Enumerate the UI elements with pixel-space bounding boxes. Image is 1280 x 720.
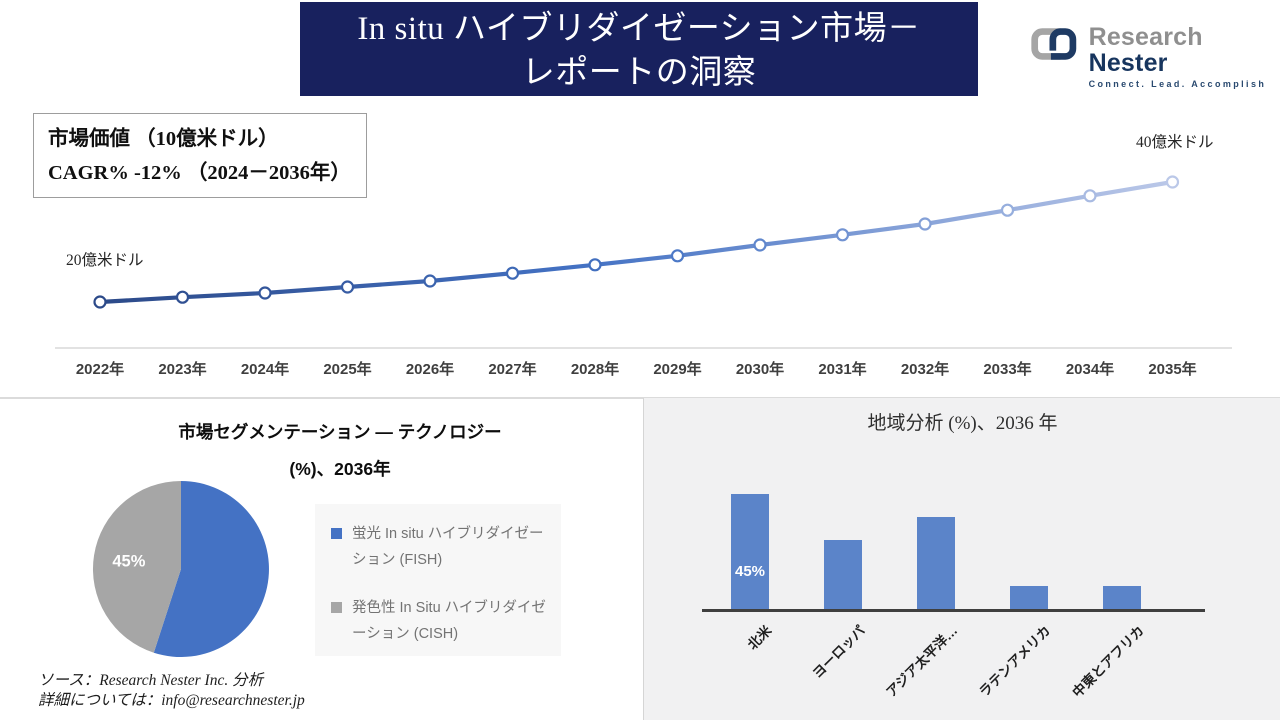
bar bbox=[917, 517, 955, 609]
logo-brackets-icon bbox=[1031, 28, 1077, 60]
x-axis-tick-label: 2033年 bbox=[983, 361, 1032, 378]
pie-slice bbox=[153, 481, 269, 657]
x-axis-tick-label: 2032年 bbox=[900, 361, 950, 378]
legend-item: 蛍光 In situ ハイブリダイゼーション (FISH) bbox=[331, 521, 547, 573]
x-axis-tick-label: 2025年 bbox=[323, 361, 372, 378]
x-axis-tick-label: 2030年 bbox=[735, 361, 785, 378]
pie-chart-title-line2: (%)、2036年 bbox=[289, 459, 391, 479]
legend-swatch-icon bbox=[331, 602, 342, 613]
logo-name: Research Nester bbox=[1089, 24, 1280, 76]
regional-analysis-panel: 地域分析 (%)、2036 年 45% 北米 ヨーロッパ アジア太平洋… ラテンアメリカ… bbox=[643, 398, 1280, 720]
logo-name-nester: Nester bbox=[1088, 49, 1168, 77]
research-nester-logo: Research Nester Connect. Lead. Accomplis… bbox=[1028, 24, 1280, 89]
x-axis-tick-label: 2029年 bbox=[653, 361, 702, 378]
line-data-point bbox=[175, 290, 190, 304]
bar-chart-title: 地域分析 (%)、2036 年 bbox=[867, 413, 1058, 434]
line-data-point bbox=[918, 217, 932, 231]
contact-line: 詳細については：info@researchnester.jp bbox=[38, 691, 305, 709]
report-title-line1: In situ ハイブリダイゼーション市場－ bbox=[357, 11, 921, 47]
line-data-point bbox=[753, 238, 767, 252]
x-axis-tick-label: 2031年 bbox=[818, 361, 867, 378]
report-title-banner: In situ ハイブリダイゼーション市場－ レポートの洞察 bbox=[300, 2, 978, 96]
line-data-point bbox=[340, 280, 355, 294]
line-data-point bbox=[1000, 203, 1015, 217]
pie-chart-legend: 蛍光 In situ ハイブリダイゼーション (FISH) 発色性 In Situ… bbox=[315, 504, 561, 656]
bar bbox=[1103, 586, 1141, 609]
line-data-point bbox=[588, 258, 602, 272]
line-data-point bbox=[670, 249, 685, 263]
legend-item: 発色性 In Situ ハイブリダイゼーション (CISH) bbox=[331, 595, 547, 647]
legend-label: 発色性 In Situ ハイブリダイゼーション (CISH) bbox=[352, 600, 546, 642]
source-line: ソース：Research Nester Inc. 分析 bbox=[38, 672, 264, 689]
bar-category-label: 中東とアフリカ bbox=[1069, 622, 1147, 701]
market-value-box: 市場価値 （10億米ドル） CAGR% -12% （2024－2036年） bbox=[33, 113, 367, 198]
pie-slice bbox=[92, 481, 181, 653]
market-value-label: 市場価値 （10億米ドル） bbox=[48, 128, 279, 150]
legend-swatch-icon bbox=[331, 528, 342, 539]
x-axis-tick-label: 2035年 bbox=[1148, 361, 1197, 378]
bar-chart-x-axis bbox=[702, 609, 1205, 612]
legend-label: 蛍光 In situ ハイブリダイゼーション (FISH) bbox=[352, 526, 544, 568]
line-data-point bbox=[1083, 189, 1097, 203]
line-data-point bbox=[835, 228, 850, 242]
line-data-point bbox=[423, 274, 437, 288]
pie-chart-title-line1: 市場セグメンテーション ― テクノロジー bbox=[178, 422, 502, 442]
logo-name-research: Research bbox=[1088, 23, 1203, 51]
line-data-point bbox=[93, 295, 107, 309]
bar bbox=[1010, 586, 1048, 609]
cagr-label: CAGR% -12% （2024－2036年） bbox=[48, 162, 351, 184]
x-axis-tick-label: 2023年 bbox=[158, 361, 207, 378]
technology-segmentation-pie-chart: 45% bbox=[92, 481, 269, 657]
bar-data-label: 45% bbox=[734, 563, 766, 580]
line-data-point bbox=[505, 266, 520, 280]
line-end-value-label: 40億米ドル bbox=[1136, 134, 1214, 151]
bar bbox=[731, 494, 769, 609]
bar-category-label: ヨーロッパ bbox=[809, 622, 868, 682]
line-data-point bbox=[258, 286, 272, 300]
pie-data-label: 45% bbox=[112, 553, 145, 571]
x-axis-tick-label: 2022年 bbox=[75, 361, 125, 378]
bar-category-label: アジア太平洋… bbox=[883, 622, 961, 700]
logo-tagline: Connect. Lead. Accomplish bbox=[1088, 79, 1267, 89]
line-chart-x-axis-labels: 2022年 2023年 2024年 2025年 2026年 2027年 2028年 2029年… bbox=[40, 358, 1240, 380]
x-axis-tick-label: 2026年 bbox=[405, 361, 455, 378]
pie-chart-title: 市場セグメンテーション ― テクノロジー (%)、2036年 bbox=[90, 414, 590, 488]
report-title-line2: レポートの洞察 bbox=[521, 55, 757, 91]
market-value-line-chart bbox=[55, 175, 1232, 349]
bar bbox=[824, 540, 862, 609]
x-axis-tick-label: 2034年 bbox=[1065, 361, 1115, 378]
logo-text: Research Nester Connect. Lead. Accomplis… bbox=[1089, 24, 1280, 89]
x-axis-tick-label: 2028年 bbox=[570, 361, 620, 378]
line-start-value-label: 20億米ドル bbox=[66, 252, 144, 269]
section-divider bbox=[0, 397, 1280, 399]
line-data-point bbox=[1165, 175, 1180, 189]
x-axis-tick-label: 2027年 bbox=[488, 361, 537, 378]
market-value-line bbox=[99, 179, 1173, 305]
bar-category-label: ラテンアメリカ bbox=[976, 622, 1054, 700]
source-note: ソース：Research Nester Inc. 分析 詳細については：info… bbox=[38, 671, 305, 710]
bar-category-label: 北米 bbox=[744, 622, 775, 653]
x-axis-tick-label: 2024年 bbox=[240, 361, 290, 378]
